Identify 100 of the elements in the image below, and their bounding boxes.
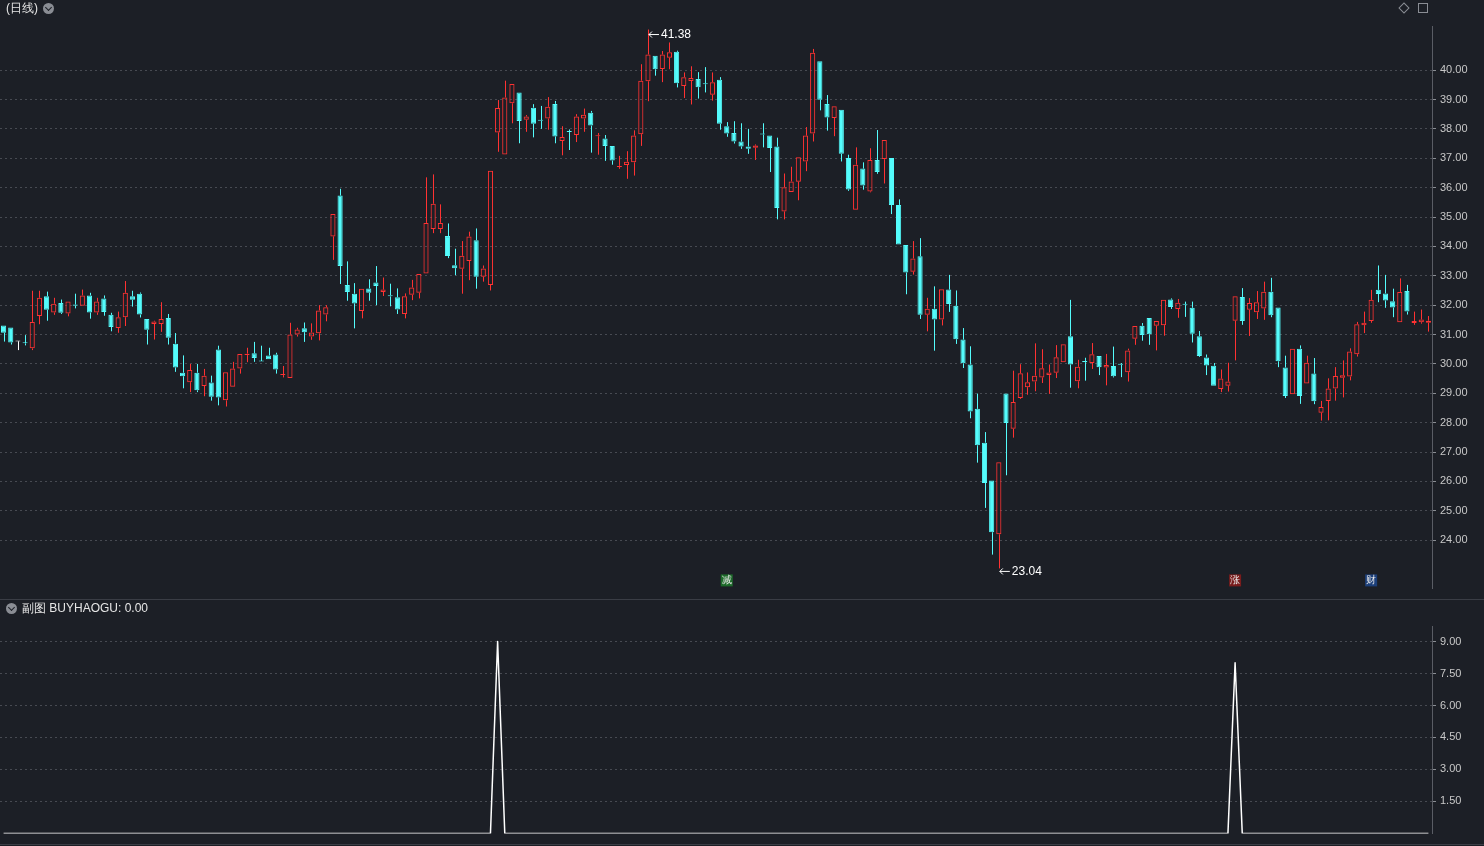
y-tick-label: 24.00 [1440, 533, 1468, 546]
candlestick [1189, 301, 1195, 343]
candlestick [767, 135, 773, 173]
y-tick-label: 37.00 [1440, 151, 1468, 164]
candlestick [738, 122, 744, 150]
y-tick-label: 40.00 [1440, 63, 1468, 76]
candlestick [1282, 355, 1288, 399]
candlestick [1003, 393, 1009, 476]
y-tick-label: 27.00 [1440, 445, 1468, 458]
candlestick [101, 294, 107, 317]
candlestick [86, 292, 93, 320]
y-tick-label: 4.50 [1440, 730, 1462, 743]
y-tick-label: 38.00 [1440, 121, 1468, 134]
candlestick [674, 51, 680, 88]
candlestick [194, 363, 200, 393]
y-tick-label: 7.50 [1440, 666, 1462, 679]
candlestick [588, 110, 594, 154]
annotation: 减 [721, 573, 732, 585]
y-tick-label: 35.00 [1440, 210, 1468, 223]
candlestick [366, 278, 372, 302]
candlestick [860, 161, 866, 191]
candlestick [824, 94, 830, 132]
candlestick [1096, 355, 1102, 376]
candlestick [609, 145, 615, 166]
candlestick [967, 345, 973, 419]
candlestick [917, 237, 923, 320]
candlestick [1, 325, 7, 343]
candlestick [1275, 307, 1281, 368]
candlestick [43, 291, 50, 322]
chart-title: 副图 BUYHAOGU: 0.00 [22, 599, 149, 617]
candlestick [1239, 287, 1245, 326]
candlestick [602, 134, 608, 162]
candlestick [1196, 330, 1202, 356]
candlestick [724, 121, 730, 138]
candlestick [774, 137, 780, 220]
candlestick [1146, 318, 1152, 346]
annotation: 23.04 [1011, 563, 1043, 578]
candlestick [745, 128, 751, 155]
candlestick [1311, 357, 1317, 405]
y-tick-label: 39.00 [1440, 92, 1468, 105]
y-tick-label: 6.00 [1440, 698, 1462, 711]
y-tick-label: 9.00 [1440, 634, 1462, 647]
candlestick [251, 341, 257, 363]
candlestick [652, 55, 658, 77]
y-tick-label: 29.00 [1440, 386, 1468, 399]
candlestick [1203, 354, 1210, 376]
candlestick [165, 313, 171, 346]
candlestick [931, 285, 937, 352]
candlestick [208, 375, 214, 402]
y-tick-label: 36.00 [1440, 180, 1468, 193]
candlestick [888, 157, 894, 215]
candlestick [953, 289, 959, 345]
candlestick [874, 129, 880, 175]
y-tick-label: 30.00 [1440, 356, 1468, 369]
y-tick-label: 33.00 [1440, 268, 1468, 281]
y-tick-label: 28.00 [1440, 415, 1468, 428]
candlestick [1211, 362, 1217, 386]
y-tick-label: 3.00 [1440, 762, 1462, 775]
candlestick [215, 345, 221, 406]
candlestick [695, 71, 701, 100]
candlestick [981, 431, 988, 509]
y-tick-label: 1.50 [1440, 794, 1462, 807]
annotation: 41.38 [660, 26, 692, 41]
chart-title: (日线) [6, 0, 38, 17]
candlestick [530, 103, 536, 138]
candlestick [129, 290, 136, 308]
candlestick [473, 227, 479, 290]
candlestick [452, 248, 458, 276]
annotation: 财 [1366, 573, 1377, 585]
y-tick-label: 32.00 [1440, 298, 1468, 311]
candlestick [1296, 344, 1303, 405]
annotation: 涨 [1230, 573, 1241, 585]
candlestick [960, 327, 966, 369]
candlestick [845, 154, 852, 190]
candlestick [394, 287, 400, 315]
candlestick [1067, 299, 1073, 389]
y-tick-label: 34.00 [1440, 239, 1468, 252]
candlestick [1382, 274, 1389, 309]
candlestick [1404, 284, 1410, 316]
candlestick [144, 318, 150, 346]
candlestick [108, 312, 114, 332]
candlestick [1390, 288, 1396, 318]
candlestick [974, 393, 980, 464]
candlestick [1268, 277, 1274, 318]
candlestick [301, 321, 307, 343]
y-tick-label: 31.00 [1440, 327, 1468, 340]
candlestick [552, 100, 558, 144]
y-tick-label: 26.00 [1440, 474, 1468, 487]
candlestick [337, 188, 343, 285]
candlestick [946, 274, 952, 313]
y-tick-label: 25.00 [1440, 503, 1468, 516]
candlestick [172, 332, 178, 373]
candlestick [444, 222, 451, 259]
candlestick [344, 260, 350, 302]
candlestick [1110, 346, 1116, 377]
candlestick [717, 76, 723, 131]
candlestick [817, 61, 823, 111]
candlestick [8, 327, 14, 346]
candlestick [896, 198, 902, 245]
candlestick [1139, 322, 1145, 342]
